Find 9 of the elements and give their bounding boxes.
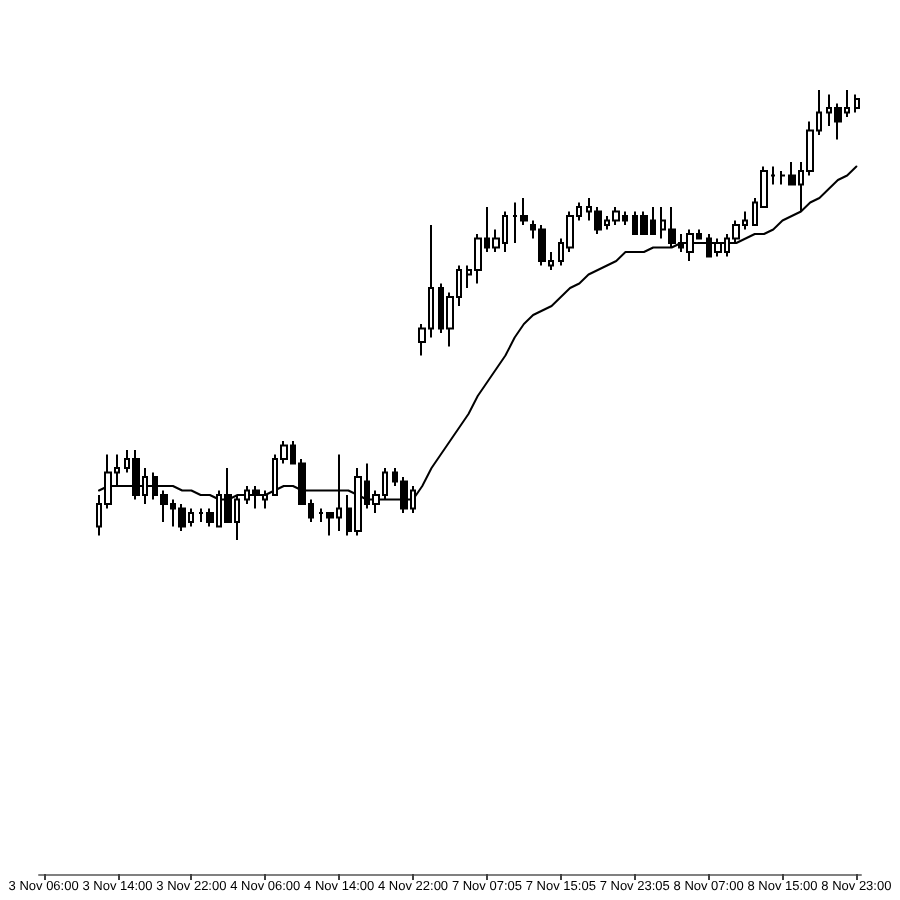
candlestick	[640, 210, 648, 235]
candlestick	[686, 228, 694, 262]
candlestick	[854, 93, 860, 114]
candlestick	[612, 206, 620, 226]
candlestick	[668, 206, 676, 249]
candlestick	[714, 237, 722, 258]
candlestick	[538, 224, 546, 267]
candlestick	[594, 206, 602, 235]
candlestick	[178, 503, 186, 532]
